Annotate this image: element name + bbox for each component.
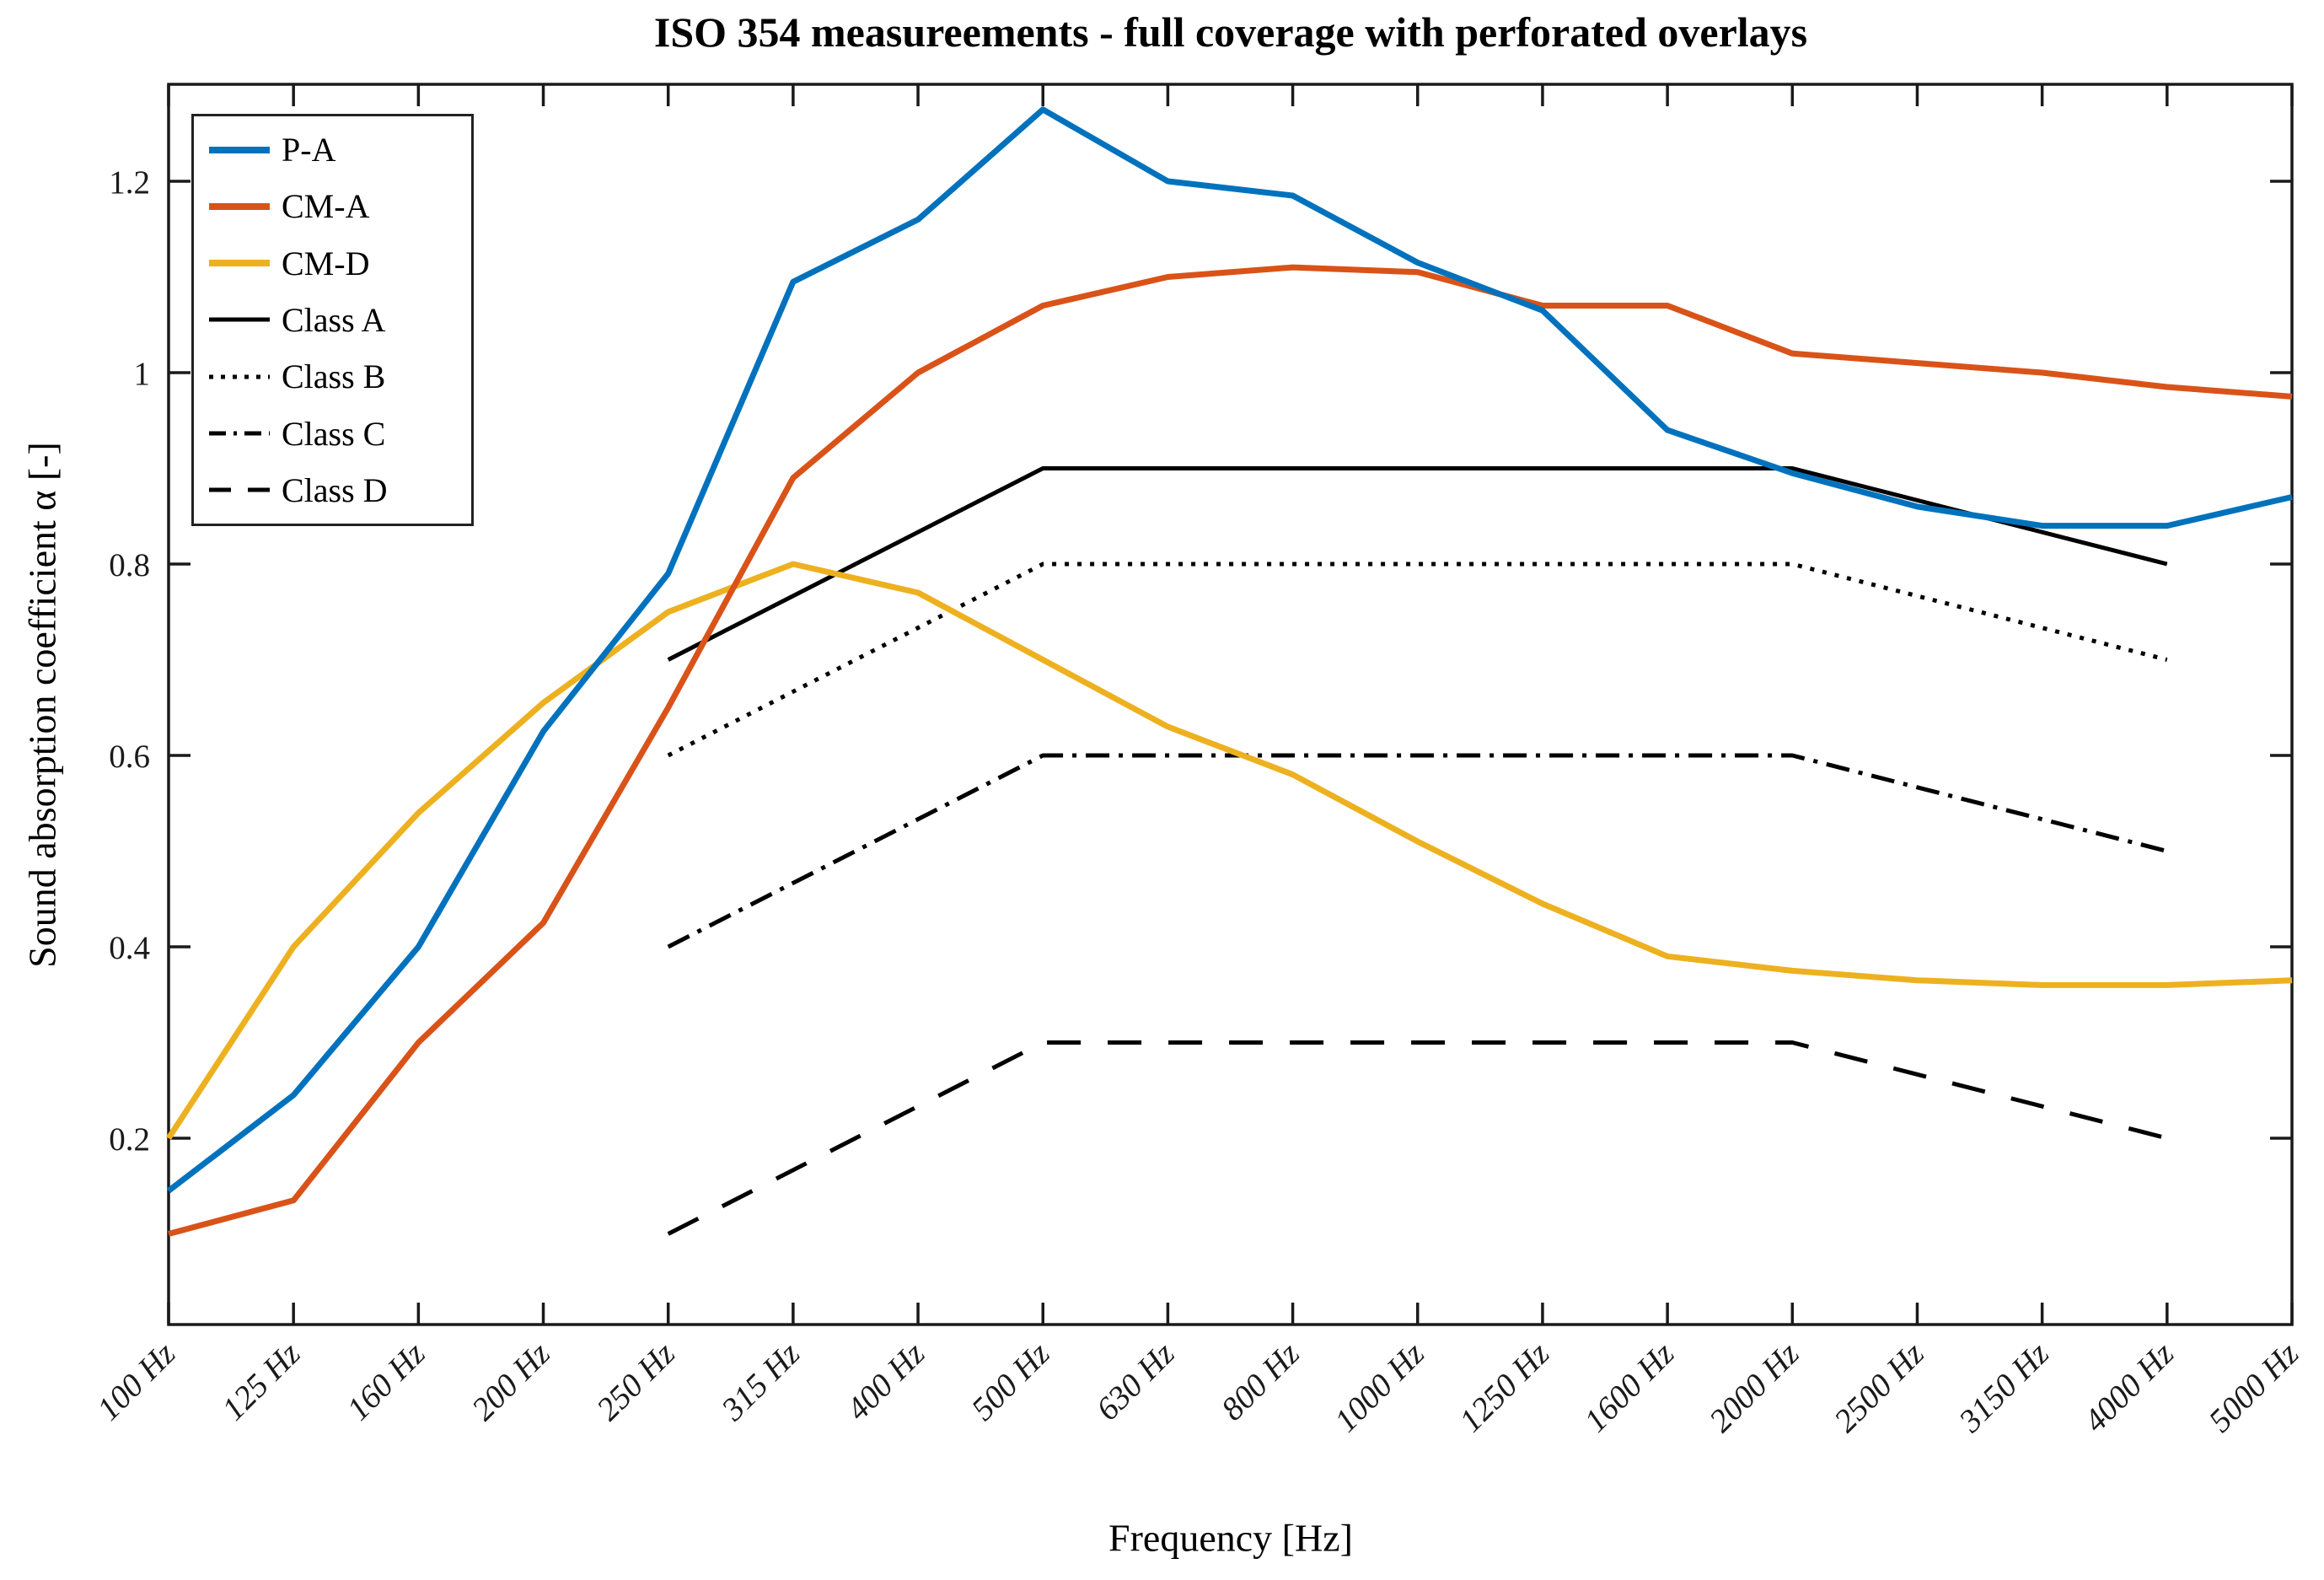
chart-title: ISO 354 measureements - full coverage wi…	[653, 8, 1808, 56]
legend-line-sample	[209, 202, 270, 210]
x-tick-label: 5000 Hz	[2202, 1335, 2305, 1439]
y-tick-label: 0.2	[109, 1121, 150, 1158]
series-line-class-a	[667, 466, 2168, 662]
x-tick-label: 1600 Hz	[1577, 1335, 1681, 1439]
axes-box	[167, 83, 2294, 1326]
legend-box: P-A CM-A CM-D Class A Class B Class C Class D	[191, 114, 474, 526]
legend-line-sample	[209, 146, 270, 153]
y-tick-label: 0.6	[109, 739, 150, 775]
legend-label: Class B	[282, 357, 386, 396]
legend-item-class-d: Class D	[194, 464, 471, 516]
series-line-p-a	[166, 106, 2293, 1194]
series-line-class-c	[667, 753, 2168, 949]
legend-line-sample	[209, 374, 270, 379]
legend-label: CM-D	[282, 244, 370, 282]
x-tick-label: 250 Hz	[590, 1335, 682, 1427]
x-tick-label: 630 Hz	[1089, 1335, 1181, 1427]
y-tick-label: 0.4	[109, 930, 150, 966]
legend-line-sample	[209, 487, 270, 492]
series-line-class-b	[667, 562, 2168, 758]
legend-item-class-c: Class C	[194, 407, 471, 459]
x-tick-label: 4000 Hz	[2077, 1335, 2181, 1439]
legend-item-cm-d: CM-D	[194, 237, 471, 289]
x-tick-label: 800 Hz	[1215, 1335, 1307, 1427]
x-tick-label: 500 Hz	[964, 1335, 1056, 1427]
x-tick-label: 3150 Hz	[1951, 1335, 2056, 1440]
y-tick-label: 1	[134, 356, 151, 392]
y-tick-label: 1.2	[109, 164, 150, 201]
x-axis-label: Frequency [Hz]	[1108, 1516, 1353, 1560]
legend-item-cm-a: CM-A	[194, 180, 471, 233]
y-axis-label: Sound absorption coefficient α [-]	[20, 442, 64, 968]
x-tick-label: 2500 Hz	[1828, 1335, 1931, 1439]
legend-line-sample	[209, 317, 270, 322]
x-tick-label: 100 Hz	[90, 1335, 182, 1427]
x-tick-label: 200 Hz	[465, 1335, 557, 1427]
series-line-cm-d	[166, 561, 2293, 1140]
legend-item-class-a: Class A	[194, 293, 471, 346]
legend-label: CM-A	[282, 187, 370, 226]
x-tick-label: 400 Hz	[840, 1335, 931, 1427]
legend-label: Class A	[282, 300, 386, 339]
legend-label: Class D	[282, 470, 388, 509]
series-line-class-d	[667, 1040, 2168, 1236]
legend-line-sample	[209, 260, 270, 267]
legend-item-p-a: P-A	[194, 124, 471, 176]
x-tick-label: 125 Hz	[215, 1335, 307, 1427]
x-tick-label: 160 Hz	[340, 1335, 432, 1427]
legend-item-class-b: Class B	[194, 351, 471, 403]
legend-label: P-A	[282, 131, 336, 169]
series-line-cm-a	[168, 264, 2293, 1237]
legend-label: Class C	[282, 414, 386, 453]
y-tick-label: 0.8	[109, 547, 150, 583]
x-tick-label: 1000 Hz	[1328, 1335, 1431, 1439]
legend-line-sample	[209, 431, 270, 436]
x-tick-label: 315 Hz	[714, 1335, 807, 1428]
x-tick-label: 1250 Hz	[1452, 1335, 1556, 1439]
x-tick-label: 2000 Hz	[1703, 1335, 1806, 1439]
